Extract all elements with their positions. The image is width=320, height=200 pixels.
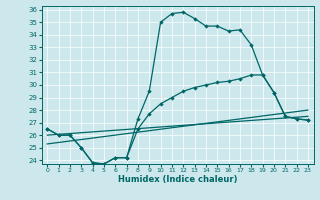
- X-axis label: Humidex (Indice chaleur): Humidex (Indice chaleur): [118, 175, 237, 184]
